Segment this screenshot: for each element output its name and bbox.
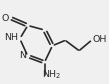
Text: NH: NH xyxy=(4,33,18,42)
Text: O: O xyxy=(2,14,9,23)
Text: NH$_2$: NH$_2$ xyxy=(42,69,62,81)
Text: N: N xyxy=(19,51,26,60)
Text: OH: OH xyxy=(93,35,107,44)
